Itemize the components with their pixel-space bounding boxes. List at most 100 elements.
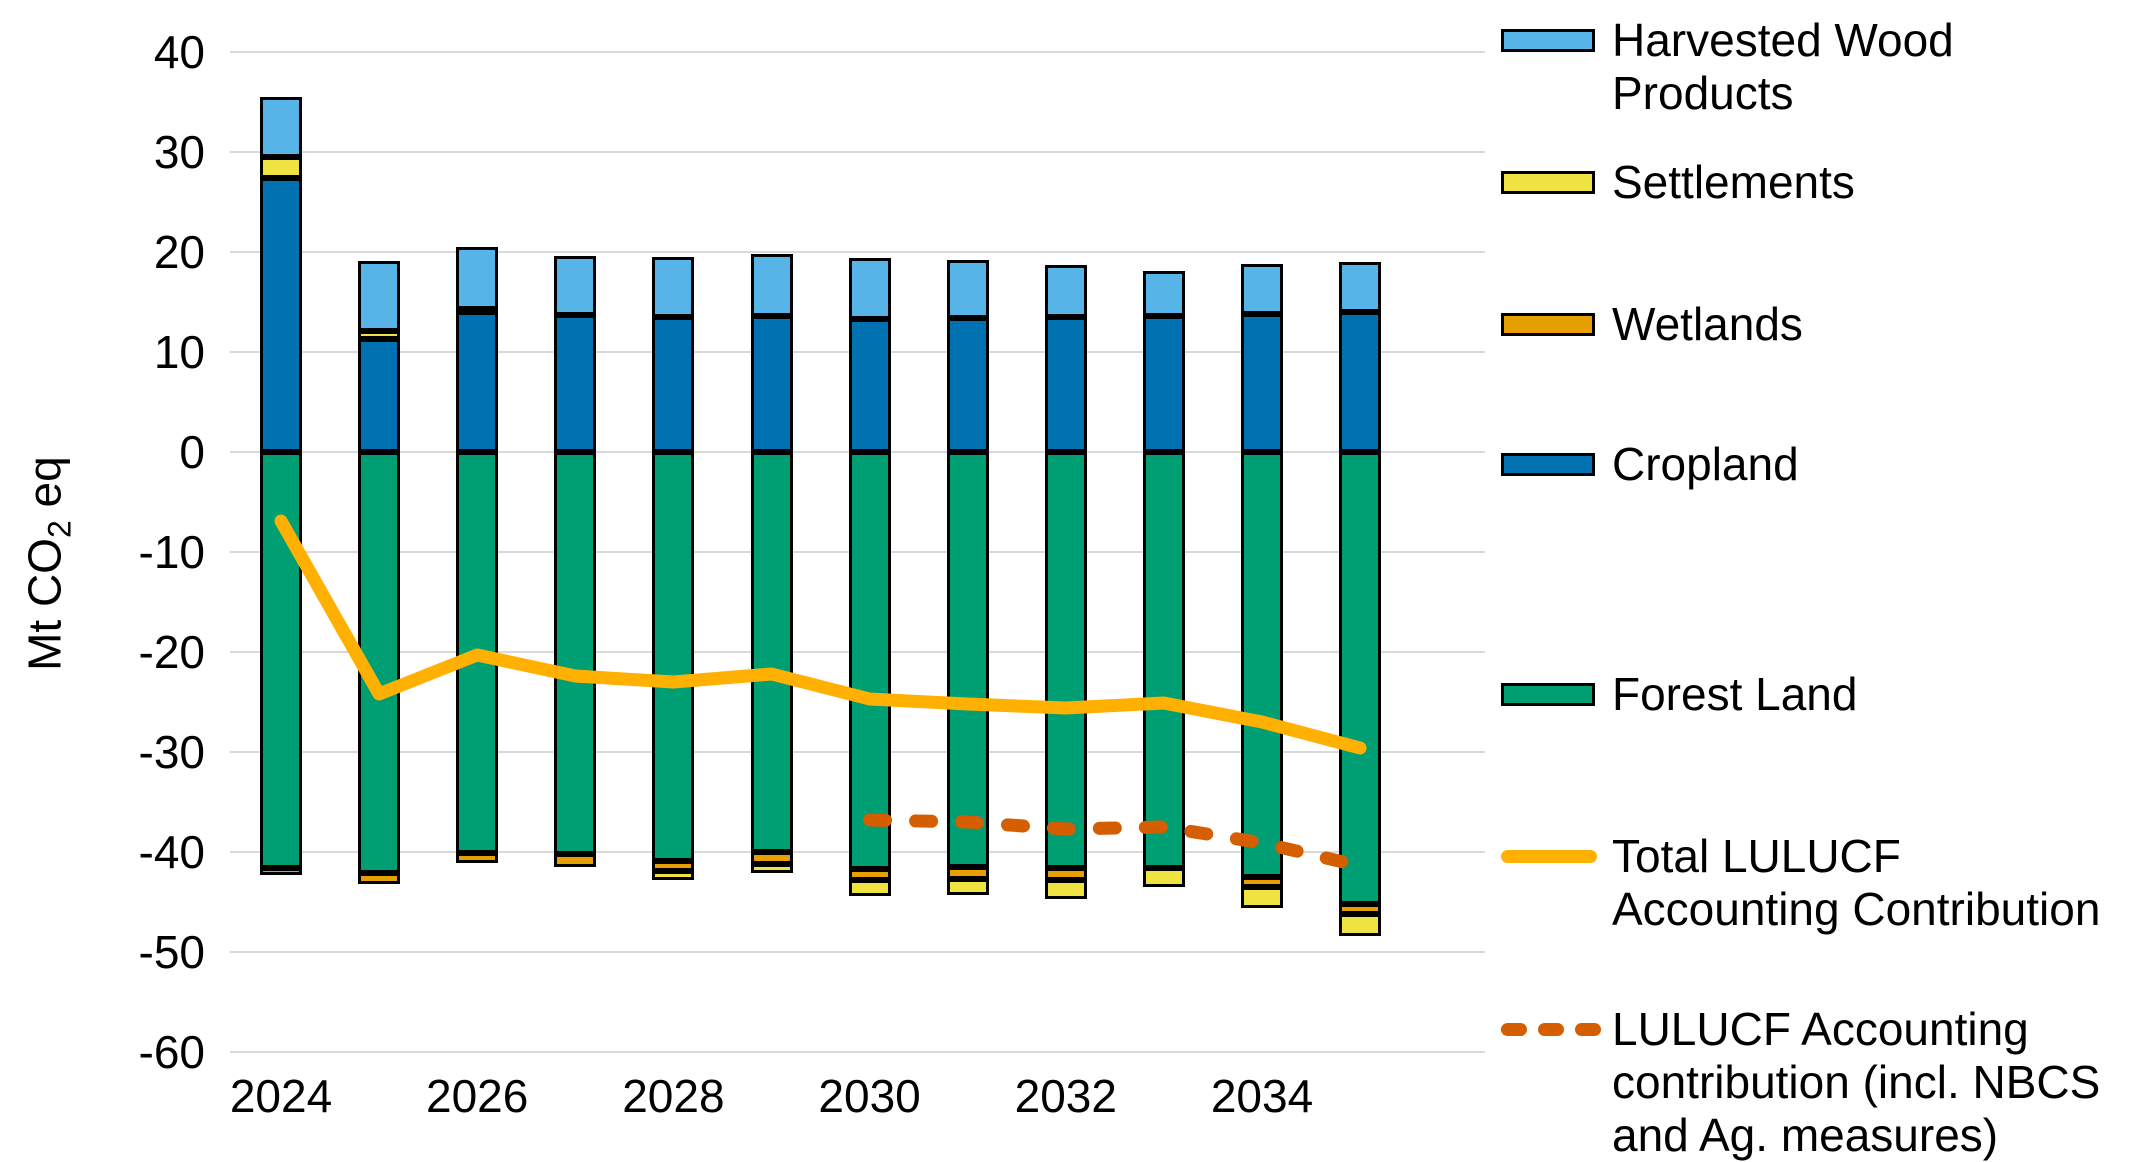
cropland-swatch — [1501, 453, 1595, 476]
bar-2031-harvested-wood-products — [946, 260, 989, 318]
bar-2033-forest-land — [1142, 452, 1185, 868]
bar-2027-wetlands — [554, 854, 597, 867]
bar-2024-cropland — [260, 178, 302, 452]
bar-2033-settlements-below-zero — [1142, 868, 1185, 887]
lulucf-nbcs-label: LULUCF Accounting contribution (incl. NB… — [1612, 1003, 2101, 1161]
bar-2034-wetlands — [1241, 877, 1283, 887]
bar-2024-harvested-wood-products — [260, 97, 302, 157]
bar-2029-cropland — [750, 316, 793, 452]
bar-2029-harvested-wood-products — [750, 254, 793, 316]
bar-2032-harvested-wood-products — [1044, 265, 1087, 317]
y-tick-label-40: 40 — [153, 26, 205, 78]
lulucf-nbcs-swatch — [1501, 1023, 1601, 1036]
bar-2024-forest-land — [260, 452, 302, 868]
x-tick-label-2034: 2034 — [1210, 1070, 1314, 1122]
gridline-y-30 — [230, 151, 1485, 153]
settlements-label: Settlements — [1612, 156, 1855, 208]
bar-2027-forest-land — [554, 452, 597, 854]
y-axis-title-part: eq — [18, 456, 71, 521]
cropland-label: Cropland — [1612, 438, 1799, 490]
gridline-y--60 — [230, 1051, 1485, 1053]
x-tick-label-2032: 2032 — [1014, 1070, 1117, 1122]
bar-2030-harvested-wood-products — [848, 258, 891, 319]
bar-2025-cropland — [358, 339, 401, 452]
y-tick-label-10: 10 — [153, 326, 205, 378]
y-tick-label--40: -40 — [138, 826, 205, 878]
x-tick-label-2026: 2026 — [426, 1070, 529, 1122]
settlements-swatch — [1501, 171, 1595, 194]
y-tick-label-30: 30 — [153, 126, 205, 178]
gridline-y-20 — [230, 251, 1485, 253]
gridline-y--50 — [230, 951, 1485, 953]
bar-2031-cropland — [946, 318, 989, 452]
bar-2026-harvested-wood-products — [456, 247, 499, 309]
total-lulucf-swatch — [1501, 850, 1597, 863]
y-tick-label--10: -10 — [138, 526, 205, 578]
y-tick-label--60: -60 — [138, 1026, 205, 1078]
bar-2031-settlements-below-zero — [946, 879, 989, 895]
bar-2028-harvested-wood-products — [652, 257, 695, 317]
bar-2024-settlements-above-zero — [260, 157, 302, 178]
bar-2034-harvested-wood-products — [1241, 264, 1283, 314]
harvested-wood-products-swatch — [1501, 29, 1595, 52]
forest-land-swatch — [1501, 683, 1595, 706]
bar-2035-harvested-wood-products — [1339, 262, 1382, 312]
bar-2026-forest-land — [456, 452, 499, 853]
bar-2028-forest-land — [652, 452, 695, 861]
bar-2034-cropland — [1241, 314, 1283, 452]
bar-2030-settlements-below-zero — [848, 880, 891, 896]
bar-2028-wetlands — [652, 861, 695, 871]
bar-2025-wetlands — [358, 873, 401, 884]
x-tick-label-2030: 2030 — [818, 1070, 921, 1122]
x-tick-label-2028: 2028 — [622, 1070, 725, 1122]
bar-2035-wetlands — [1339, 904, 1382, 914]
bar-2026-wetlands — [456, 853, 499, 863]
bar-2030-wetlands — [848, 869, 891, 880]
y-axis-title-part: 2 — [41, 520, 78, 539]
x-tick-label-2024: 2024 — [229, 1070, 333, 1122]
total-lulucf-line — [274, 514, 1367, 755]
bar-2027-cropland — [554, 315, 597, 452]
bar-2030-cropland — [848, 319, 891, 452]
y-tick-label--30: -30 — [138, 726, 205, 778]
bar-2035-cropland — [1339, 312, 1382, 452]
bar-2029-forest-land — [750, 452, 793, 852]
bar-2031-forest-land — [946, 452, 989, 867]
bar-2029-settlements-below-zero — [750, 864, 793, 873]
bar-2035-forest-land — [1339, 452, 1382, 904]
bar-2031-wetlands — [946, 867, 989, 879]
lulucf-nbcs-dashed-line — [863, 813, 1367, 873]
bar-2026-cropland — [456, 312, 499, 452]
y-axis-title-part: Mt CO — [18, 538, 71, 671]
bar-2024-wetlands — [260, 868, 302, 875]
y-axis-title: Mt CO2 eq — [17, 354, 78, 774]
bar-2032-wetlands — [1044, 868, 1087, 880]
y-tick-label-20: 20 — [153, 226, 205, 278]
y-tick-label--20: -20 — [138, 626, 205, 678]
bar-2035-settlements-below-zero — [1339, 914, 1382, 936]
bar-2026-settlements-above-zero — [456, 309, 499, 315]
bar-2028-settlements-below-zero — [652, 871, 695, 880]
bar-2033-harvested-wood-products — [1142, 271, 1185, 316]
bar-2032-settlements-below-zero — [1044, 880, 1087, 899]
bar-2033-cropland — [1142, 316, 1185, 452]
bar-2029-wetlands — [750, 852, 793, 864]
bar-2025-settlements-above-zero — [358, 331, 401, 339]
bar-2032-cropland — [1044, 317, 1087, 452]
bar-2025-harvested-wood-products — [358, 261, 401, 331]
forest-land-label: Forest Land — [1612, 668, 1858, 720]
bar-2028-cropland — [652, 317, 695, 452]
bar-2032-forest-land — [1044, 452, 1087, 868]
y-tick-label-0: 0 — [179, 426, 205, 478]
y-tick-label--50: -50 — [138, 926, 205, 978]
bar-2025-forest-land — [358, 452, 401, 873]
bar-2030-forest-land — [848, 452, 891, 869]
bar-2027-harvested-wood-products — [554, 256, 597, 315]
harvested-wood-products-label: Harvested Wood Products — [1612, 14, 1954, 119]
bar-2034-settlements-below-zero — [1241, 887, 1283, 908]
bar-2034-forest-land — [1241, 452, 1283, 877]
wetlands-swatch — [1501, 313, 1595, 336]
total-lulucf-label: Total LULUCF Accounting Contribution — [1612, 830, 2101, 935]
wetlands-label: Wetlands — [1612, 298, 1803, 350]
